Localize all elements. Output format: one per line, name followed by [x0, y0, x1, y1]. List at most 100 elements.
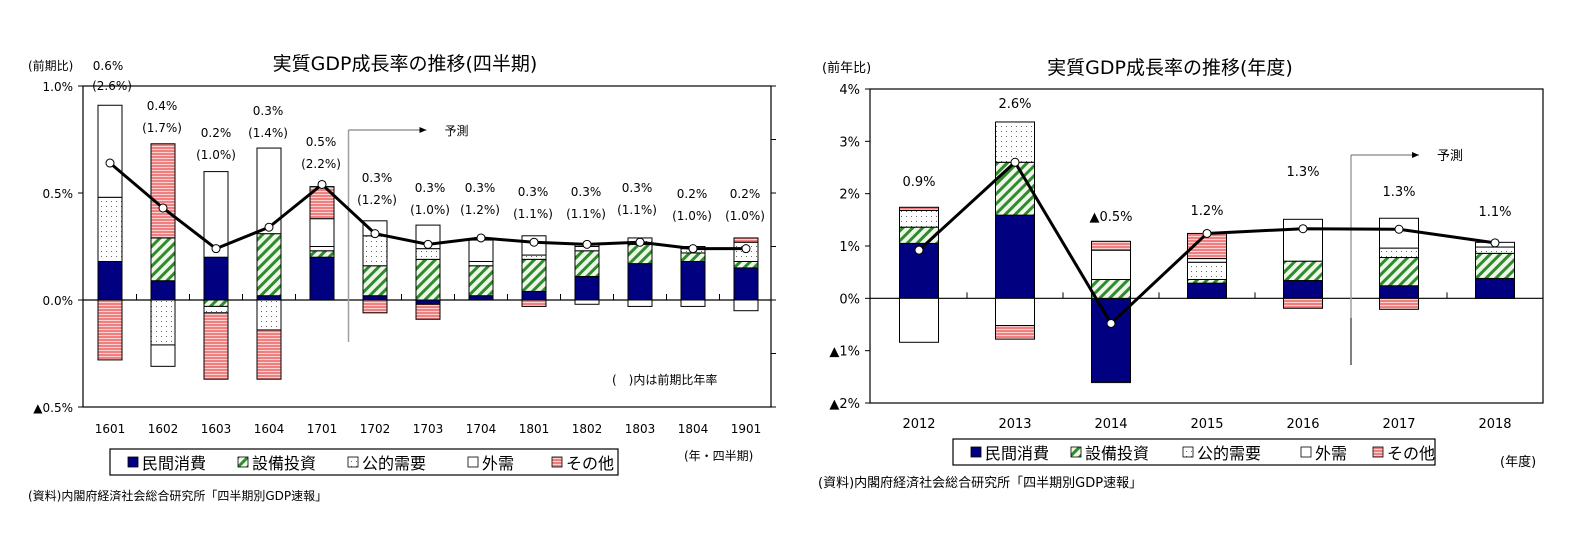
growth-rate-point	[529, 237, 539, 247]
legend-swatch-private-consumption	[127, 456, 139, 468]
growth-rate-point	[423, 239, 433, 249]
bar-segment-other	[899, 206, 939, 211]
y-tick-label: 4%	[839, 83, 860, 98]
x-tick-label: 1603	[201, 422, 232, 436]
bar-segment-private-consumption	[627, 263, 653, 301]
growth-rate-point	[1298, 224, 1308, 234]
legend-swatch-external	[467, 456, 479, 468]
bar-segment-capex	[1379, 257, 1419, 287]
data-label-qoq: 0.3%	[362, 171, 393, 185]
bar-segment-capex	[574, 250, 600, 277]
legend-swatch-public	[347, 456, 359, 468]
data-label-qoq: 0.2%	[730, 187, 761, 201]
bar-segment-external	[680, 299, 706, 307]
x-tick-label: 2014	[1094, 417, 1127, 432]
y-tick-label: 3%	[839, 135, 860, 150]
data-label-annualized: (1.4%)	[248, 126, 288, 140]
data-label-annualized: (1.1%)	[617, 203, 657, 217]
bar-segment-public	[521, 254, 547, 260]
x-axis-unit-label: (年度)	[1500, 454, 1536, 470]
growth-rate-point	[1106, 318, 1116, 328]
data-label-annualized: (1.1%)	[513, 207, 553, 221]
data-label-qoq: 0.2%	[677, 187, 708, 201]
bar-segment-external	[1091, 249, 1131, 280]
bar-segment-public	[256, 299, 282, 331]
data-label-qoq: 0.6%	[93, 59, 124, 73]
bar-segment-public	[415, 248, 441, 260]
source-note: (資料)内閣府経済社会総合研究所「四半期別GDP速報」	[28, 488, 327, 503]
growth-rate-point	[264, 222, 274, 232]
legend-swatch-other	[551, 456, 563, 468]
y-tick-label: 2%	[839, 188, 860, 203]
bar-segment-external	[150, 344, 176, 367]
bar-segment-capex	[1283, 260, 1323, 282]
bar-segment-other	[256, 329, 282, 380]
x-tick-label: 1801	[519, 422, 550, 436]
x-tick-label: 1602	[148, 422, 179, 436]
bar-segment-external	[995, 297, 1035, 327]
legend-label: 外需	[482, 454, 514, 473]
data-label-annualized: (1.0%)	[725, 209, 765, 223]
x-tick-label: 1802	[572, 422, 603, 436]
x-tick-label: 1804	[678, 422, 709, 436]
legend-swatch-other	[1372, 446, 1384, 458]
data-label-annualized: (1.0%)	[196, 148, 236, 162]
data-label: 1.3%	[1382, 185, 1415, 200]
x-tick-label: 2012	[902, 417, 935, 432]
growth-rate-point	[105, 158, 115, 168]
plot-area: 予測 2012 2013 2014 2015 2016 2017 2018 0.9% 2.6% ▲0…	[869, 88, 1544, 432]
bar-segment-other	[415, 303, 441, 320]
bar-segment-capex	[680, 252, 706, 262]
bar-segment-private-consumption	[256, 295, 282, 301]
growth-rate-point	[741, 244, 751, 254]
bar-segment-external	[627, 299, 653, 307]
x-tick-label: 1604	[254, 422, 285, 436]
x-tick-label: 1701	[307, 422, 338, 436]
data-label-annualized: (1.0%)	[672, 209, 712, 223]
bar-segment-capex	[1475, 252, 1515, 279]
bar-segment-public	[995, 121, 1035, 163]
bar-segment-private-consumption	[680, 260, 706, 301]
legend-label: 設備投資	[252, 454, 316, 473]
growth-rate-point	[211, 244, 221, 254]
data-label-annualized: (2.2%)	[301, 157, 341, 171]
x-tick-label: 1702	[360, 422, 391, 436]
bar-segment-other	[1283, 297, 1323, 309]
x-tick-label: 2016	[1286, 417, 1319, 432]
growth-rate-point	[476, 233, 486, 243]
x-tick-label: 2018	[1478, 417, 1511, 432]
bar-segment-other	[362, 299, 388, 314]
data-label: 2.6%	[998, 97, 1031, 112]
data-label: 1.1%	[1478, 205, 1511, 220]
legend-swatch-public	[1182, 446, 1194, 458]
source-note: (資料)内閣府経済社会総合研究所「四半期別GDP速報」	[818, 475, 1142, 491]
bar-segment-private-consumption	[150, 280, 176, 301]
growth-rate-point	[914, 245, 924, 255]
plot-frame	[82, 85, 772, 408]
bar-segment-private-consumption	[362, 295, 388, 301]
bar-segment-private-consumption	[1475, 277, 1515, 299]
growth-rate-point	[1202, 228, 1212, 238]
growth-rate-point	[317, 179, 327, 189]
forecast-label: 予測	[1437, 149, 1463, 164]
bar-segment-capex	[203, 299, 229, 307]
bar-segment-private-consumption	[203, 256, 229, 301]
bar-segment-public	[899, 209, 939, 228]
data-label-qoq: 0.3%	[465, 181, 496, 195]
legend-swatch-external	[1300, 446, 1312, 458]
bar-segment-external	[468, 239, 494, 262]
data-label-annualized: (1.0%)	[410, 203, 450, 217]
bar-segment-external	[1187, 258, 1227, 263]
x-tick-label: 1803	[625, 422, 656, 436]
plot-frame	[869, 88, 1544, 404]
data-label: 0.9%	[902, 175, 935, 190]
y-tick-label: 0.0%	[43, 294, 74, 308]
bar-segment-other	[150, 143, 176, 239]
data-label: 1.2%	[1190, 204, 1223, 219]
data-label-annualized: (1.2%)	[460, 203, 500, 217]
bar-segment-external	[899, 297, 939, 343]
growth-rate-point	[635, 237, 645, 247]
data-label-qoq: 0.3%	[253, 104, 284, 118]
x-tick-label: 1703	[413, 422, 444, 436]
y-tick-label: 0.5%	[43, 187, 74, 201]
